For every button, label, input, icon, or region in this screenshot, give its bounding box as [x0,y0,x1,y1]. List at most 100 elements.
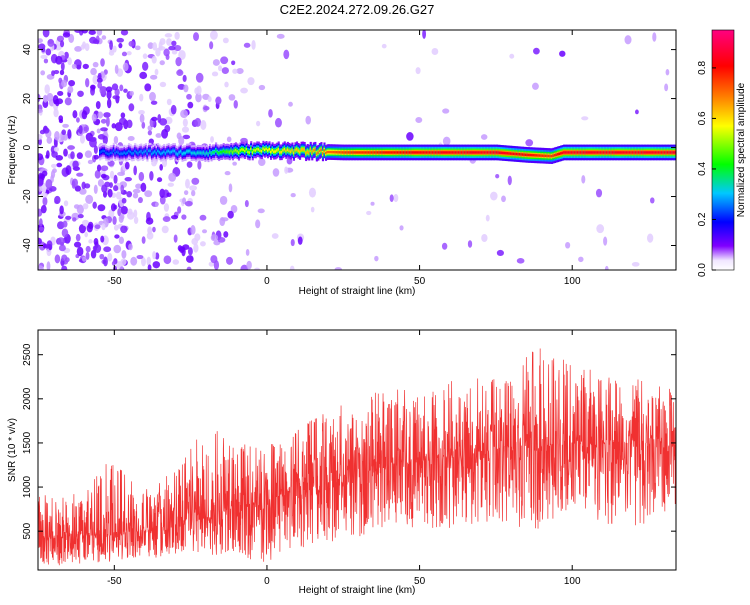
signal-band-cell [558,152,561,156]
spectrogram-noise-blob [40,54,48,59]
signal-band-cell [605,151,608,154]
signal-band-cell [669,151,673,154]
spectrogram-noise-blob [88,136,97,142]
spectrogram-noise-blob [54,254,61,264]
signal-band-cell [569,151,572,154]
spectrogram-noise-blob [88,30,96,36]
signal-band-cell [344,151,347,154]
spectrogram-noise-blob [93,154,100,160]
spectrogram-noise-blob [532,82,539,90]
spectrogram-noise-blob [62,220,68,228]
spectrogram-noise-blob [151,116,158,122]
spectrogram-noise-blob [193,243,199,253]
spectrogram-noise-blob [176,132,182,140]
signal-band-cell [647,151,650,154]
spectrogram-noise-blob [92,74,99,85]
snr-y-tick-label: 2500 [22,343,33,366]
signal-band-cell [207,153,210,156]
signal-band-cell [492,151,495,154]
colorbar-label: Normalized spectral amplitude [736,82,747,217]
spectrogram-noise-blob [168,172,177,182]
signal-band-cell [99,151,102,154]
signal-band-cell [460,151,463,154]
signal-band-cell [227,150,230,153]
signal-band-cell [297,149,300,153]
spectrogram-noise-blob [63,148,68,157]
spectrogram-noise-blob [257,208,265,214]
spectrogram-x-tick-label: 50 [414,276,426,287]
spectrogram-noise-blob [61,228,69,238]
spectrogram-x-tick-label: -50 [107,276,122,287]
spectrogram-noise-blob [226,256,233,265]
signal-band-cell [216,150,219,154]
spectrogram-noise-blob [53,99,59,105]
signal-band-cell [505,151,508,155]
snr-y-tick-label: 1500 [22,431,33,454]
spectrogram-noise-blob [442,136,451,146]
signal-band-cell [201,151,204,155]
spectrogram-noise-blob [109,40,113,51]
spectrogram-noise-blob [40,70,46,76]
spectrogram-noise-blob [46,261,51,270]
spectrogram-panel: -50 0 50 100 -40 -20 0 20 40 Height of straight… [7,29,677,297]
signal-band-cell [149,149,152,152]
spectrogram-noise-blob [631,261,640,267]
spectrogram-noise-blob [111,83,119,91]
spectrogram-noise-blob [81,256,87,262]
spectrogram-noise-blob [366,210,372,216]
signal-band-cell [237,151,241,154]
spectrogram-noise-blob [68,33,75,43]
signal-band-cell [250,147,253,151]
spectrogram-noise-blob [374,255,379,262]
signal-band-cell [248,151,251,154]
spectrogram-noise-blob [132,188,141,194]
spectrogram-noise-blob [93,244,102,253]
spectrogram-noise-blob [81,110,88,120]
signal-band-cell [189,149,192,153]
spectrogram-noise-blob [141,257,146,267]
spectrogram-noise-blob [154,68,159,76]
spectrogram-noise-blob [106,98,112,109]
spectrogram-noise-blob [101,223,106,231]
signal-band-cell [181,152,184,156]
spectrogram-noise-blob [107,252,113,262]
spectrogram-noise-blob [146,256,152,267]
signal-band-cell [291,149,294,152]
spectrogram-noise-blob [123,88,128,93]
signal-band-cell [534,154,537,157]
signal-band-cell [350,151,354,154]
spectrogram-noise-blob [624,35,632,45]
spectrogram-noise-blob [118,42,123,49]
signal-band-cell [419,151,422,154]
spectrogram-noise-blob [128,243,133,251]
signal-band-cell [431,151,434,154]
spectrogram-noise-blob [168,45,176,51]
figure-title: C2E2.2024.272.09.26.G27 [280,2,435,17]
spectrogram-noise-blob [150,100,158,105]
signal-band-cell [170,150,173,154]
spectrogram-noise-blob [99,86,107,95]
spectrogram-noise-blob [91,113,97,122]
signal-band-cell [286,148,289,151]
spectrogram-noise-blob [100,165,109,172]
spectrogram-noise-blob [152,261,161,269]
spectrogram-noise-blob [54,195,61,205]
signal-band-cell [650,151,653,154]
spectrogram-noise-blob [59,69,65,76]
spectrogram-noise-blob [137,196,143,204]
spectrogram-noise-blob [38,265,44,270]
signal-band-cell [410,151,413,154]
signal-band-cell [408,151,412,154]
spectrogram-noise-blob [97,204,106,212]
spectrogram-noise-blob [42,187,47,194]
spectrogram-noise-blob [163,203,170,212]
spectrogram-noise-blob [133,165,137,176]
signal-band-cell [205,151,209,155]
signal-band-cell [544,154,547,158]
spectrogram-noise-blob [156,177,163,183]
spectrogram-noise-blob [50,163,57,169]
spectrogram-y-tick-label: 20 [22,93,33,105]
spectrogram-noise-blob [181,126,190,133]
spectrogram-noise-blob [113,244,122,254]
spectrogram-noise-blob [47,38,55,47]
